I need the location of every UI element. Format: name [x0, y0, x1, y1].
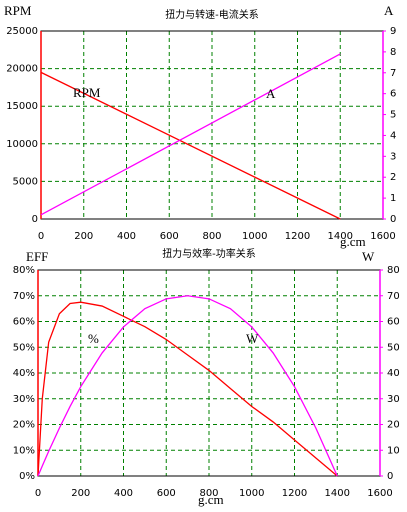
x-tick-label: 1000 [239, 488, 264, 499]
x-tick-label: 400 [117, 231, 136, 242]
data-line [37, 301, 338, 477]
y-tick-label: 10000 [6, 139, 38, 150]
y-tick-label: 80% [13, 265, 35, 276]
x-tick-label: 400 [114, 488, 133, 499]
data-line [37, 295, 338, 477]
x-tick-label: 1600 [370, 231, 395, 242]
x-tick-label: 1200 [282, 488, 307, 499]
y-tick-label: 25000 [6, 26, 38, 37]
y2-tick-label: 1 [390, 193, 396, 204]
x-tick-label: 1200 [285, 231, 310, 242]
y2-tick-label: 2 [390, 172, 396, 183]
y2-tick-label: 6 [390, 89, 396, 100]
x-tick-label: 1600 [367, 488, 392, 499]
y2-tick-label: 0 [390, 214, 396, 225]
y-tick-label: 60% [13, 317, 35, 328]
annotation: W [246, 331, 259, 346]
y2-tick-label: 40 [387, 368, 400, 379]
y-tick-label: 15000 [6, 101, 38, 112]
x-tick-label: 0 [35, 488, 41, 499]
y-tick-label: 30% [13, 394, 35, 405]
y-tick-label: 20% [13, 420, 35, 431]
y2-axis-label: W [362, 249, 375, 264]
y-tick-label: 0% [19, 471, 35, 482]
x-tick-label: 1400 [325, 488, 350, 499]
x-tick-label: 0 [38, 231, 44, 242]
x-tick-label: 200 [74, 231, 93, 242]
x-tick-label: 600 [160, 231, 179, 242]
y2-tick-label: 60 [387, 317, 400, 328]
y2-tick-label: 5 [390, 110, 396, 121]
x-axis-label: g.cm [340, 234, 366, 249]
y-tick-label: 20000 [6, 64, 38, 75]
y2-tick-label: 70 [387, 291, 400, 302]
y-axis-label: RPM [4, 3, 32, 18]
x-tick-label: 1000 [242, 231, 267, 242]
y-tick-label: 5000 [13, 176, 38, 187]
data-line [40, 71, 341, 220]
y2-tick-label: 10 [387, 445, 400, 456]
data-line [40, 53, 341, 216]
x-tick-label: 800 [202, 231, 221, 242]
x-axis-label: g.cm [198, 492, 224, 507]
y2-tick-label: 0 [387, 471, 393, 482]
x-tick-label: 600 [157, 488, 176, 499]
y2-tick-label: 7 [390, 68, 396, 79]
y-tick-label: 40% [13, 368, 35, 379]
x-tick-label: 800 [199, 488, 218, 499]
y2-tick-label: 30 [387, 394, 400, 405]
y2-tick-label: 50 [387, 342, 400, 353]
y-tick-label: 50% [13, 342, 35, 353]
y2-tick-label: 8 [390, 47, 396, 58]
x-tick-label: 200 [71, 488, 90, 499]
y-tick-label: 70% [13, 291, 35, 302]
chart-title: 扭力与效率-功率关系 [162, 247, 256, 260]
y2-tick-label: 3 [390, 151, 396, 162]
y-tick-label: 0 [32, 214, 38, 225]
annotation: A [266, 86, 276, 101]
y2-tick-label: 4 [390, 130, 396, 141]
y2-axis-label: A [384, 3, 394, 18]
y-axis-label: EFF [26, 249, 48, 264]
x-tick-label: 1400 [328, 231, 353, 242]
y2-tick-label: 80 [387, 265, 400, 276]
y2-tick-label: 20 [387, 420, 400, 431]
chart-title: 扭力与转速-电流关系 [165, 8, 259, 21]
y2-tick-label: 9 [390, 26, 396, 37]
annotation: RPM [73, 85, 101, 100]
y-tick-label: 10% [13, 445, 35, 456]
annotation: % [88, 331, 99, 346]
